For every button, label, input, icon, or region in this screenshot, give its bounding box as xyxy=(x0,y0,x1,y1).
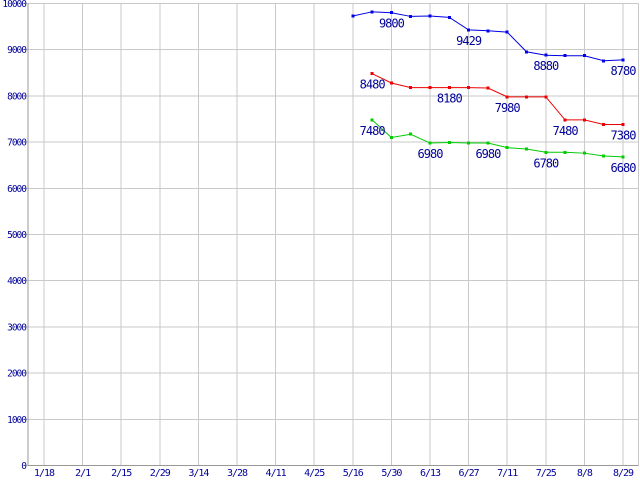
x-axis-tick-label: 4/11 xyxy=(266,468,287,479)
series-blue-point xyxy=(602,59,606,63)
data-point-label: 7480 xyxy=(553,124,579,138)
series-blue-point xyxy=(486,29,490,33)
x-axis-tick-label: 2/1 xyxy=(75,468,91,479)
x-axis-tick-label: 7/25 xyxy=(536,468,557,479)
series-blue xyxy=(351,10,625,63)
y-axis-tick-label: 4000 xyxy=(7,276,27,287)
series-blue-point xyxy=(525,50,528,54)
series-blue-point xyxy=(447,15,451,19)
series-green-point xyxy=(486,141,490,145)
series-green-point xyxy=(505,146,509,150)
series-red-point xyxy=(486,86,490,90)
data-point-label: 8780 xyxy=(611,64,637,78)
x-axis-tick-label: 6/27 xyxy=(459,468,480,479)
series-green-point xyxy=(428,141,432,145)
series-red-point xyxy=(544,95,548,99)
y-axis-tick-label: 3000 xyxy=(7,322,27,333)
y-axis-tick-label: 10000 xyxy=(2,0,27,10)
x-axis-tick-label: 6/13 xyxy=(420,468,441,479)
x-axis-tick-label: 2/15 xyxy=(111,468,132,479)
series-red-point xyxy=(621,123,625,127)
series-red-point xyxy=(409,86,413,90)
y-axis-tick-label: 1000 xyxy=(7,415,27,426)
series-green-point xyxy=(447,141,451,145)
series-blue-point xyxy=(428,14,432,18)
series-blue-point xyxy=(563,54,567,58)
series-blue-point xyxy=(544,53,548,57)
y-axis-tick-label: 2000 xyxy=(7,369,27,380)
x-axis-tick-label: 3/28 xyxy=(227,468,248,479)
x-axis-tick-label: 5/30 xyxy=(381,468,402,479)
series-red-point xyxy=(428,86,432,90)
x-axis-tick-label: 2/29 xyxy=(150,468,171,479)
y-axis-tick-label: 0 xyxy=(21,461,27,472)
data-point-label: 6680 xyxy=(611,161,637,175)
series-red-point xyxy=(563,118,567,122)
axes xyxy=(27,3,639,466)
data-point-label: 6980 xyxy=(418,147,444,161)
y-axis-tick-label: 8000 xyxy=(7,91,27,102)
series-green-point xyxy=(621,155,625,159)
y-axis-tick-label: 5000 xyxy=(7,230,27,241)
y-axis-tick-label: 9000 xyxy=(7,45,27,56)
series-red-point xyxy=(370,72,374,76)
data-point-label: 6980 xyxy=(475,147,501,161)
series-green-point xyxy=(563,150,567,154)
series-green-point xyxy=(602,154,606,158)
series-blue-point xyxy=(370,10,374,14)
series-red-point xyxy=(582,118,586,122)
series-blue-point xyxy=(467,28,471,32)
series-green-point xyxy=(525,147,528,151)
x-axis-tick-label: 7/11 xyxy=(497,468,518,479)
x-axis-tick-label: 4/25 xyxy=(304,468,325,479)
y-axis-tick-label: 7000 xyxy=(7,138,27,149)
data-point-label: 8180 xyxy=(437,92,463,106)
y-axis-tick-label: 6000 xyxy=(7,184,27,195)
data-point-label: 8480 xyxy=(360,78,386,92)
data-point-label: 9800 xyxy=(379,17,405,31)
data-point-label: 7980 xyxy=(495,101,521,115)
series-green-point xyxy=(370,118,374,122)
series-blue-point xyxy=(351,14,355,18)
series-green-point xyxy=(409,132,413,136)
series-green-point xyxy=(544,150,548,154)
x-axis-tick-label: 8/29 xyxy=(613,468,634,479)
series-red-point xyxy=(467,86,471,90)
y-axis-labels: 1000090008000700060005000400030002000100… xyxy=(2,0,28,472)
data-point-label: 7380 xyxy=(611,129,637,143)
series-blue-point xyxy=(505,30,509,34)
data-point-label: 9429 xyxy=(456,34,482,48)
series-red-point xyxy=(389,81,393,85)
series-green xyxy=(370,118,625,159)
data-point-label: 8880 xyxy=(533,59,559,73)
series-blue-point xyxy=(409,14,413,18)
series-red-point xyxy=(602,123,606,127)
series-red-point xyxy=(447,86,451,90)
series-green-line xyxy=(371,119,624,158)
data-point-label: 7480 xyxy=(360,124,386,138)
x-axis-labels: 1/18 2/1 2/15 2/29 3/14 3/28 4/11 4/25 5/16 5/30 6… xyxy=(34,468,635,479)
series-red xyxy=(370,72,625,127)
series-green-point xyxy=(467,141,471,145)
series-blue-point xyxy=(582,54,586,58)
x-axis-tick-label: 1/18 xyxy=(34,468,55,479)
series-red-point xyxy=(505,95,509,99)
series-blue-point xyxy=(621,58,625,62)
series-green-point xyxy=(389,135,393,139)
series-green-point xyxy=(582,151,586,155)
x-axis-tick-label: 5/16 xyxy=(343,468,364,479)
series-blue-point xyxy=(389,11,393,15)
data-point-labels: 9800 9429 8880 8780 8480 8180 7980 7480 7380 7480… xyxy=(360,17,638,175)
series-red-point xyxy=(525,95,528,99)
x-axis-tick-label: 8/8 xyxy=(577,468,593,479)
data-point-label: 6780 xyxy=(533,156,559,170)
x-axis-tick-label: 3/14 xyxy=(188,468,209,479)
series-red-line xyxy=(371,73,623,126)
